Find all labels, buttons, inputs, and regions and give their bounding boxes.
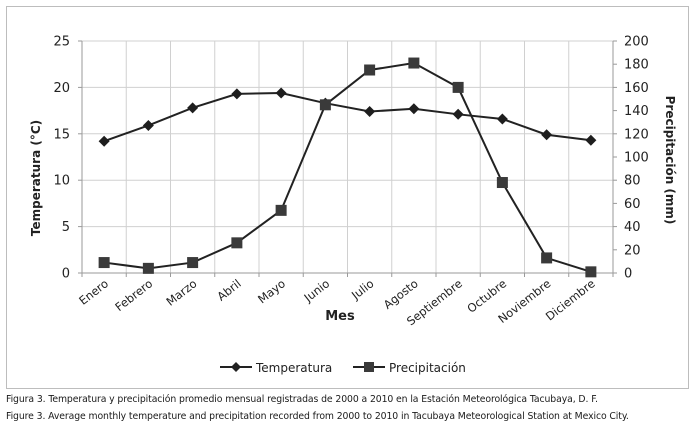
x-tick-label: Enero	[76, 276, 111, 307]
y2-tick-label: 80	[624, 174, 641, 189]
y-tick-label: 5	[62, 220, 70, 235]
y2-tick-label: 120	[624, 127, 649, 142]
y-tick-label: 0	[62, 267, 70, 282]
temperature-point	[496, 113, 508, 125]
y-tick-label: 15	[53, 127, 70, 142]
y-tick-labels: 0 5 10 15 20 25	[53, 35, 70, 282]
precipitation-point	[275, 204, 287, 216]
y-axis-title: Temperatura (°C)	[29, 120, 43, 236]
legend-temperature-marker	[231, 362, 241, 372]
precipitation-point	[496, 177, 508, 189]
x-tick-label: Junio	[301, 276, 333, 305]
y2-tick-label: 200	[624, 35, 649, 50]
x-tick-label: Marzo	[163, 276, 199, 308]
x-tick-label: Abril	[214, 276, 243, 303]
precipitation-point	[452, 81, 464, 93]
x-tick-label: Febrero	[112, 276, 155, 314]
x-tick-label: Julio	[348, 276, 376, 302]
y-tick-label: 10	[53, 174, 70, 189]
series-line-precipitation	[103, 61, 592, 273]
precipitation-point	[585, 266, 597, 278]
temperature-point	[452, 108, 464, 120]
precipitation-point	[187, 257, 199, 269]
y2-tick-label: 160	[624, 81, 649, 96]
y2-tick-label: 100	[624, 151, 649, 166]
temperature-point	[142, 119, 154, 131]
axes	[78, 40, 617, 277]
legend-temperature-label: Temperatura	[255, 361, 332, 375]
temperature-point	[275, 87, 287, 99]
legend-precipitation-label: Precipitación	[389, 361, 466, 375]
y2-axis-title: Precipitación (mm)	[663, 96, 677, 225]
precipitation-point	[408, 57, 420, 69]
chart: 0 5 10 15 20 25 0 20 40 60 80 100 120 140 160 180 200 E…	[29, 35, 677, 376]
precipitation-point	[231, 237, 243, 249]
precipitation-point	[319, 99, 331, 111]
precipitation-point	[364, 64, 376, 76]
precipitation-point	[541, 252, 553, 264]
y2-tick-label: 60	[624, 197, 641, 212]
temperature-point	[231, 88, 243, 100]
legend: Temperatura Precipitación	[220, 361, 466, 375]
temperature-point	[364, 106, 376, 118]
temperature-point	[408, 103, 420, 115]
temperature-point	[585, 134, 597, 146]
y2-tick-label: 140	[624, 104, 649, 119]
precipitation-point	[142, 262, 154, 274]
y2-tick-label: 180	[624, 58, 649, 73]
legend-precipitation-marker	[364, 362, 374, 372]
temperature-point	[98, 135, 110, 147]
x-tick-label: Mayo	[255, 276, 288, 306]
caption-spanish: Figura 3. Temperatura y precipitación pr…	[6, 394, 598, 405]
series	[98, 57, 597, 278]
y2-tick-labels: 0 20 40 60 80 100 120 140 160 180 200	[624, 35, 649, 282]
temperature-point	[187, 102, 199, 114]
y2-tick-label: 40	[624, 220, 641, 235]
y-tick-label: 20	[53, 81, 70, 96]
x-axis-title: Mes	[325, 309, 355, 324]
temperature-point	[541, 129, 553, 141]
y-tick-label: 25	[53, 35, 70, 50]
precipitation-point	[98, 257, 110, 269]
x-tick-label: Agosto	[381, 276, 421, 312]
y2-tick-label: 0	[624, 267, 632, 282]
caption-english: Figure 3. Average monthly temperature an…	[6, 411, 629, 422]
series-line-temperature	[103, 91, 591, 143]
x-tick-label: Diciembre	[543, 276, 598, 323]
y2-tick-label: 20	[624, 243, 641, 258]
gridlines	[82, 40, 613, 273]
